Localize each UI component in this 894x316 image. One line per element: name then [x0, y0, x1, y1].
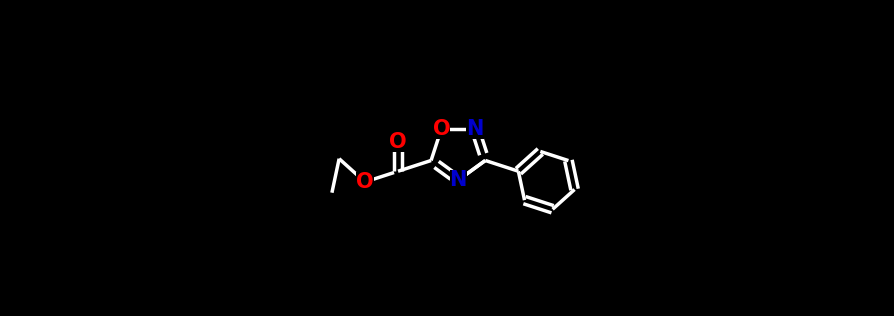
- Text: N: N: [467, 118, 484, 139]
- Text: O: O: [433, 118, 451, 139]
- Text: O: O: [356, 172, 374, 192]
- Text: O: O: [389, 132, 407, 152]
- Text: N: N: [450, 170, 467, 190]
